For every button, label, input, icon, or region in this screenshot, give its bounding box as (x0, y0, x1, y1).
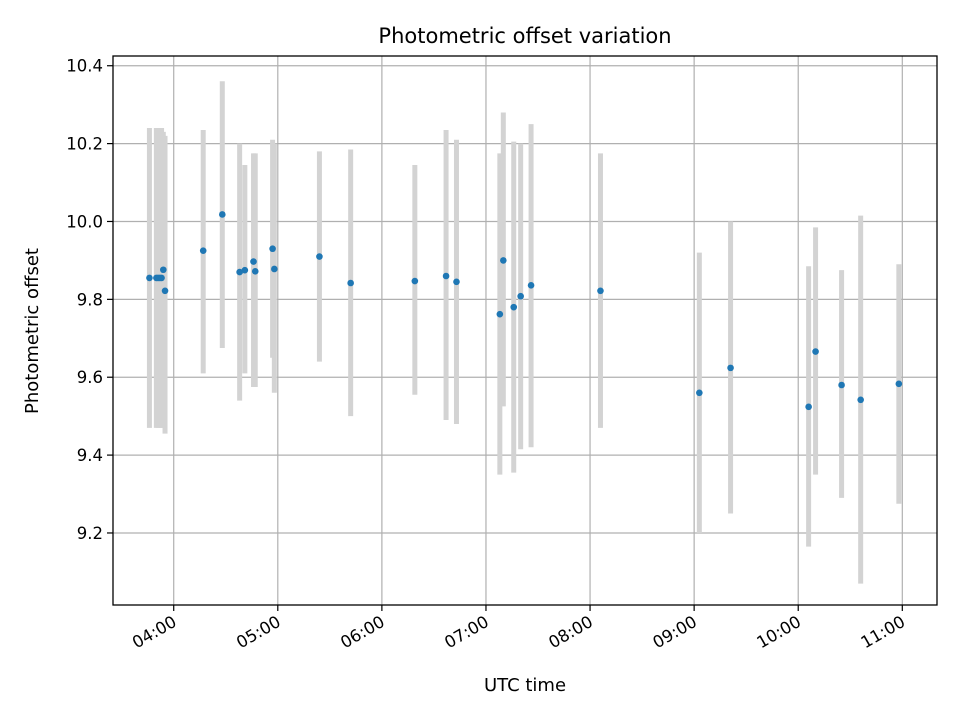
data-point (161, 287, 169, 295)
data-point (241, 266, 249, 274)
y-tick-label: 9.8 (77, 290, 103, 309)
x-tick-label: 07:00 (441, 612, 492, 652)
x-tick-label: 06:00 (337, 612, 388, 652)
data-point (411, 277, 419, 285)
data-point (442, 272, 450, 280)
x-tick-label: 05:00 (233, 612, 284, 652)
x-tick-label: 09:00 (649, 612, 700, 652)
data-point (236, 268, 243, 276)
data-point (597, 287, 604, 295)
y-tick-label: 10.2 (66, 135, 103, 154)
x-axis-label: UTC time (484, 675, 566, 696)
data-point (805, 403, 812, 411)
data-point (857, 396, 864, 404)
grid-lines (113, 56, 937, 605)
data-point (160, 266, 167, 274)
x-tick-label: 04:00 (129, 612, 180, 652)
y-axis-ticks: 9.2 9.4 9.6 9.8 10.0 10.2 10.4 (66, 57, 113, 543)
x-tick-label: 11:00 (858, 612, 909, 652)
data-point (251, 268, 259, 275)
data-point (812, 348, 819, 355)
data-point (316, 253, 323, 260)
x-tick-label: 10:00 (754, 612, 805, 652)
y-tick-label: 10.4 (66, 57, 103, 76)
data-point (895, 380, 903, 388)
data-point (527, 282, 535, 289)
data-point (199, 247, 207, 254)
data-point (218, 211, 226, 218)
y-axis-label: Photometric offset (22, 248, 43, 414)
data-point (727, 364, 734, 372)
y-tick-label: 9.4 (77, 446, 103, 465)
y-tick-label: 9.2 (77, 524, 103, 543)
data-point (158, 274, 165, 282)
data-points (146, 211, 903, 411)
data-point (146, 274, 153, 282)
x-axis-ticks: 04:00 05:00 06:00 07:00 08:00 09:00 10:00 11:00 (129, 605, 908, 652)
y-tick-label: 9.6 (77, 368, 103, 387)
error-bars (146, 81, 902, 584)
data-point (250, 258, 257, 265)
data-point (838, 381, 845, 389)
data-point (496, 310, 504, 318)
data-point (510, 303, 518, 311)
data-point (271, 265, 278, 273)
x-tick-label: 08:00 (545, 612, 596, 652)
data-point (453, 278, 460, 286)
data-point (517, 292, 524, 300)
data-point (500, 257, 507, 264)
y-tick-label: 10.0 (66, 212, 103, 231)
data-point (696, 389, 703, 397)
chart-title: Photometric offset variation (378, 24, 671, 48)
data-point (347, 279, 354, 287)
data-point (269, 245, 276, 253)
plot-frame (112, 55, 938, 606)
